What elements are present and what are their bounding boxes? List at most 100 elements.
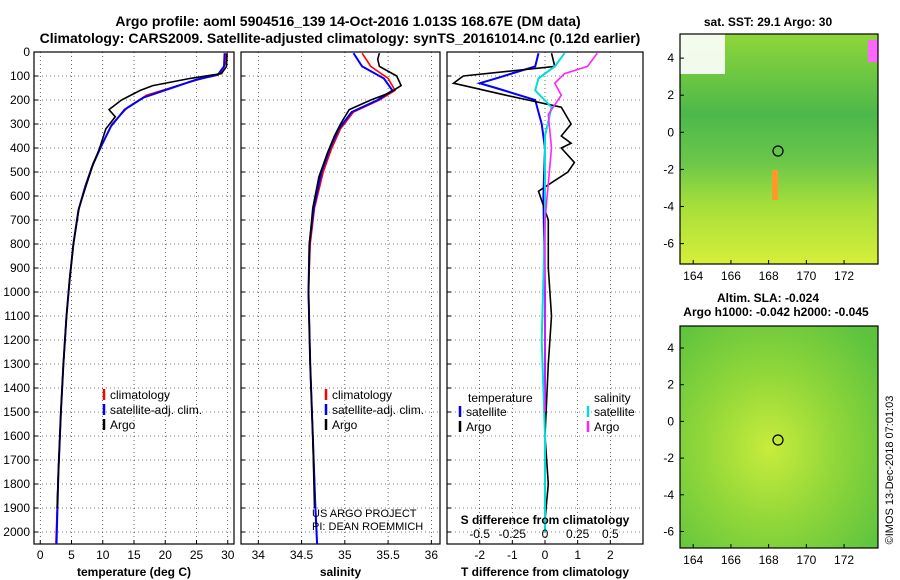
s-tick-label: 0.5 (602, 527, 619, 541)
map-x-tick-label: 168 (759, 553, 779, 567)
map-y-tick-label: 4 (667, 51, 674, 65)
y-tick-label: 600 (10, 189, 30, 203)
series-climatology (307, 52, 397, 545)
map-x-tick-label: 164 (683, 269, 703, 283)
sla-field (680, 326, 878, 548)
x-tick-label: 5 (68, 548, 75, 562)
x-tick-label: -2 (474, 548, 485, 562)
x-tick-label: 36 (425, 548, 439, 562)
sla-map-title-2: Argo h1000: -0.042 h2000: -0.045 (683, 305, 869, 319)
project-credit: US ARGO PROJECT (312, 508, 417, 520)
y-tick-label: 1900 (3, 501, 30, 515)
map-y-tick-label: -4 (663, 200, 674, 214)
legend-label: Argo (332, 418, 358, 432)
map-y-tick-label: 2 (667, 88, 674, 102)
temperature-panel: 0100200300400500600700800900100011001200… (3, 45, 234, 579)
y-tick-label: 700 (10, 213, 30, 227)
map-y-tick-label: -6 (663, 524, 674, 538)
x-tick-label: 0 (542, 548, 549, 562)
y-tick-label: 1400 (3, 381, 30, 395)
sst-map-title: sat. SST: 29.1 Argo: 30 (704, 15, 833, 29)
y-tick-label: 1500 (3, 405, 30, 419)
legend-label: climatology (332, 388, 392, 402)
difference-panel: -2 -1 0 1 2 T difference from climatology temp… (446, 51, 644, 579)
map-x-tick-label: 166 (721, 553, 741, 567)
sst-hot-spot (868, 40, 878, 62)
x-tick-label: 1 (574, 548, 581, 562)
panel-frame (240, 51, 441, 545)
y-tick-label: 800 (10, 237, 30, 251)
s-tick-label: -0.25 (499, 527, 527, 541)
map-y-tick-label: 2 (667, 378, 674, 392)
legend-title-salinity: salinity (594, 391, 631, 405)
argo-location-marker-top (772, 145, 784, 157)
y-tick-label: 1200 (3, 333, 30, 347)
map-y-tick-label: -2 (663, 162, 674, 176)
pi-credit: PI: DEAN ROEMMICH (312, 521, 423, 533)
s-tick-label: 0.25 (566, 527, 590, 541)
y-tick-label: 1100 (4, 309, 30, 323)
s-diff-axis-label: S difference from climatology (461, 513, 630, 527)
x-tick-label: 2 (607, 548, 614, 562)
x-axis-label: temperature (deg C) (77, 565, 191, 579)
y-tick-label: 1800 (3, 477, 30, 491)
x-tick-label: 35 (338, 548, 352, 562)
series-climatology (55, 53, 227, 545)
series-argo (307, 52, 403, 509)
y-tick-label: 400 (10, 141, 30, 155)
sst-map (679, 33, 879, 265)
x-tick-label: 35.5 (376, 548, 400, 562)
series-satellite-adj-clim- (307, 52, 394, 545)
map-y-tick-label: -2 (663, 451, 674, 465)
x-tick-label: -1 (507, 548, 518, 562)
series-satellite-adj-clim- (55, 53, 226, 545)
y-tick-label: 0 (23, 45, 30, 59)
x-tick-label: 0 (37, 548, 44, 562)
sla-map-frame (679, 325, 879, 549)
argo-location-marker-bottom (772, 434, 784, 446)
y-tick-label: 1700 (3, 453, 30, 467)
map-x-tick-label: 166 (721, 269, 741, 283)
map-x-tick-label: 164 (683, 553, 703, 567)
legend-label: Argo (466, 420, 492, 434)
title-line-2: Climatology: CARS2009. Satellite-adjuste… (40, 30, 641, 46)
credit-stamp: ©IMOS 13-Dec-2018 07:01:03 (884, 396, 896, 545)
legend-label: Argo (110, 418, 136, 432)
sst-map-frame (679, 33, 879, 265)
map-x-tick-label: 170 (796, 553, 816, 567)
legend-label: satellite-adj. clim. (332, 403, 424, 417)
map-x-tick-label: 170 (796, 269, 816, 283)
y-tick-label: 1000 (3, 285, 30, 299)
x-tick-label: 10 (96, 548, 110, 562)
legend-label: satellite (594, 405, 635, 419)
salinity-panel: 34 34.5 35 35.5 36 salinity climatologysatelli… (240, 51, 441, 579)
map-y-tick-label: 0 (667, 414, 674, 428)
title-line-1: Argo profile: aoml 5904516_139 14-Oct-20… (115, 13, 580, 29)
legend-title-temperature: temperature (468, 391, 533, 405)
series-argo (56, 53, 228, 509)
x-tick-label: 20 (159, 548, 173, 562)
y-tick-label: 1300 (3, 357, 30, 371)
y-tick-label: 2000 (3, 525, 30, 539)
map-x-tick-label: 172 (834, 553, 854, 567)
y-tick-label: 100 (10, 69, 30, 83)
s-tick-label: -0.5 (469, 527, 490, 541)
legend-label: Argo (594, 420, 620, 434)
x-axis-label: T difference from climatology (461, 565, 629, 579)
map-y-tick-label: -6 (663, 237, 674, 251)
sst-warm-streak (772, 170, 778, 200)
x-tick-label: 25 (190, 548, 204, 562)
map-y-tick-label: -4 (663, 488, 674, 502)
legend-label: satellite-adj. clim. (110, 403, 202, 417)
y-tick-label: 500 (10, 165, 30, 179)
panel-frame (33, 51, 235, 545)
x-tick-label: 30 (221, 548, 235, 562)
map-x-tick-label: 168 (759, 269, 779, 283)
x-tick-label: 34.5 (290, 548, 314, 562)
x-tick-label: 34 (252, 548, 266, 562)
map-x-tick-label: 172 (834, 269, 854, 283)
s-tick-label: 0 (542, 527, 549, 541)
series-t-argo (451, 53, 576, 521)
series-s-argo (544, 52, 598, 412)
